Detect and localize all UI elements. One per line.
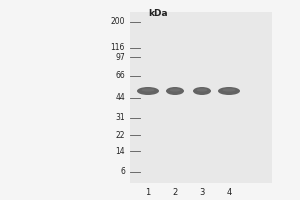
Text: 4: 4	[226, 188, 232, 197]
Bar	[130, 12, 272, 183]
Text: 200: 200	[110, 18, 125, 26]
Ellipse shape	[196, 88, 207, 92]
Ellipse shape	[141, 88, 154, 92]
Ellipse shape	[166, 87, 184, 95]
Text: 31: 31	[116, 114, 125, 122]
Text: 2: 2	[172, 188, 178, 197]
Ellipse shape	[222, 88, 236, 92]
Ellipse shape	[218, 87, 240, 95]
Text: 97: 97	[115, 52, 125, 62]
Ellipse shape	[193, 87, 211, 95]
Ellipse shape	[137, 87, 159, 95]
Text: 116: 116	[111, 44, 125, 52]
Text: 3: 3	[199, 188, 205, 197]
Text: 14: 14	[116, 146, 125, 156]
Ellipse shape	[169, 88, 180, 92]
Text: 44: 44	[115, 94, 125, 102]
Text: 66: 66	[115, 72, 125, 80]
Text: kDa: kDa	[148, 9, 168, 18]
Text: 1: 1	[146, 188, 151, 197]
Text: 6: 6	[120, 168, 125, 176]
Text: 22: 22	[116, 130, 125, 140]
